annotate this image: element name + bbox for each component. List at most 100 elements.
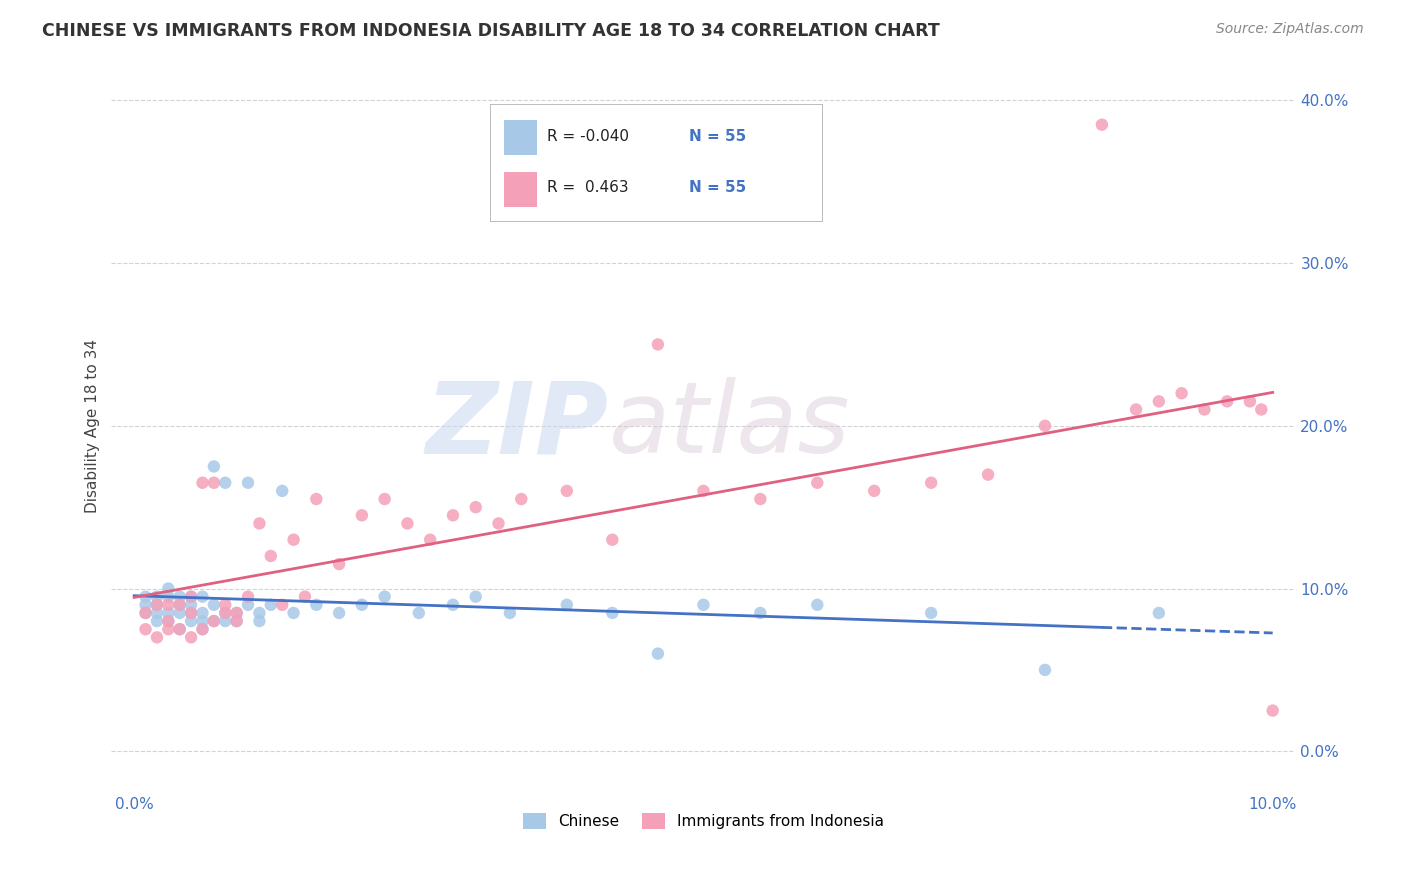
Point <box>180 598 202 612</box>
Point <box>260 598 283 612</box>
Point <box>191 590 214 604</box>
Point <box>236 475 259 490</box>
Point <box>408 606 430 620</box>
Point <box>157 622 180 636</box>
Point <box>1125 402 1147 417</box>
Point <box>977 467 1000 482</box>
Point <box>488 516 510 531</box>
Point <box>602 533 624 547</box>
Point <box>169 598 191 612</box>
Point <box>271 483 294 498</box>
Point <box>555 483 578 498</box>
Point <box>419 533 441 547</box>
Point <box>260 549 283 563</box>
Point <box>806 598 828 612</box>
Point <box>157 590 180 604</box>
Point <box>1194 402 1216 417</box>
Point <box>1250 402 1272 417</box>
Point <box>647 337 669 351</box>
Text: Source: ZipAtlas.com: Source: ZipAtlas.com <box>1216 22 1364 37</box>
Point <box>328 606 350 620</box>
Point <box>806 475 828 490</box>
Point <box>202 614 225 628</box>
Point <box>464 590 486 604</box>
Point <box>294 590 316 604</box>
Point <box>328 557 350 571</box>
Point <box>692 598 714 612</box>
Point <box>225 614 247 628</box>
Point <box>157 598 180 612</box>
Text: ZIP: ZIP <box>426 377 609 475</box>
Point <box>350 598 373 612</box>
Point <box>202 598 225 612</box>
Point <box>225 606 247 620</box>
Point <box>225 614 247 628</box>
Point <box>1147 394 1170 409</box>
Point <box>1091 118 1114 132</box>
Point <box>202 614 225 628</box>
Point <box>146 606 169 620</box>
Point <box>135 606 157 620</box>
Point <box>214 606 236 620</box>
Point <box>169 606 191 620</box>
Point <box>441 598 464 612</box>
Point <box>135 590 157 604</box>
Point <box>1170 386 1192 401</box>
Point <box>202 475 225 490</box>
Point <box>146 590 169 604</box>
Point <box>1239 394 1261 409</box>
Text: CHINESE VS IMMIGRANTS FROM INDONESIA DISABILITY AGE 18 TO 34 CORRELATION CHART: CHINESE VS IMMIGRANTS FROM INDONESIA DIS… <box>42 22 941 40</box>
Point <box>180 606 202 620</box>
Point <box>135 606 157 620</box>
Point <box>169 598 191 612</box>
Point <box>169 590 191 604</box>
Point <box>249 516 271 531</box>
Point <box>180 590 202 604</box>
Point <box>1033 663 1056 677</box>
Point <box>1261 704 1284 718</box>
Point <box>1216 394 1239 409</box>
Point <box>749 606 772 620</box>
Point <box>499 606 522 620</box>
Point <box>350 508 373 523</box>
Point <box>214 614 236 628</box>
Point <box>214 606 236 620</box>
Point <box>1147 606 1170 620</box>
Point <box>214 475 236 490</box>
Point <box>180 606 202 620</box>
Point <box>920 475 942 490</box>
Point <box>305 598 328 612</box>
Point <box>464 500 486 515</box>
Point <box>283 606 305 620</box>
Point <box>191 622 214 636</box>
Point <box>180 590 202 604</box>
Point <box>236 590 259 604</box>
Point <box>157 582 180 596</box>
Point <box>191 606 214 620</box>
Point <box>202 459 225 474</box>
Point <box>374 590 396 604</box>
Point <box>920 606 942 620</box>
Y-axis label: Disability Age 18 to 34: Disability Age 18 to 34 <box>86 339 100 513</box>
Point <box>249 606 271 620</box>
Point <box>249 614 271 628</box>
Point <box>214 598 236 612</box>
Point <box>169 622 191 636</box>
Point <box>180 631 202 645</box>
Legend: Chinese, Immigrants from Indonesia: Chinese, Immigrants from Indonesia <box>516 807 890 836</box>
Point <box>1033 418 1056 433</box>
Point <box>146 598 169 612</box>
Point <box>749 491 772 506</box>
Point <box>191 614 214 628</box>
Point <box>157 614 180 628</box>
Point <box>191 475 214 490</box>
Point <box>271 598 294 612</box>
Point <box>510 491 533 506</box>
Point <box>692 483 714 498</box>
Point <box>157 606 180 620</box>
Point <box>374 491 396 506</box>
Point <box>146 614 169 628</box>
Text: atlas: atlas <box>609 377 851 475</box>
Point <box>602 606 624 620</box>
Point <box>169 622 191 636</box>
